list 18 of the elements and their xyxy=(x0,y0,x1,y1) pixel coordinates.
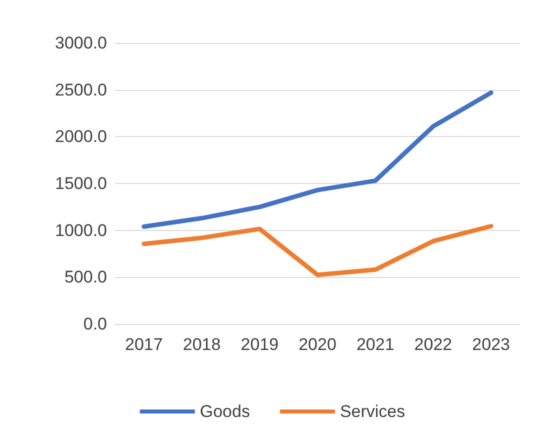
legend-label: Services xyxy=(340,402,406,421)
x-tick-label: 2022 xyxy=(414,335,452,354)
legend-label: Goods xyxy=(200,402,250,421)
x-tick-label: 2020 xyxy=(298,335,336,354)
line-series xyxy=(142,90,494,229)
x-tick-label: 2021 xyxy=(356,335,394,354)
y-tick-label: 2500.0 xyxy=(55,80,107,100)
x-tick-label: 2019 xyxy=(240,335,279,354)
x-tick-label: 2023 xyxy=(472,335,510,354)
y-tick-label: 0.0 xyxy=(83,314,107,334)
y-tick-label: 500.0 xyxy=(64,268,107,287)
x-tick-label: 2018 xyxy=(182,335,221,354)
y-tick-label: 1500.0 xyxy=(55,174,107,193)
y-tick-label: 3000.0 xyxy=(55,34,107,52)
y-tick-label: 2000.0 xyxy=(55,127,107,146)
line-series xyxy=(142,224,494,278)
y-tick-label: 1000.0 xyxy=(55,220,107,240)
x-tick-label: 2017 xyxy=(125,335,163,354)
